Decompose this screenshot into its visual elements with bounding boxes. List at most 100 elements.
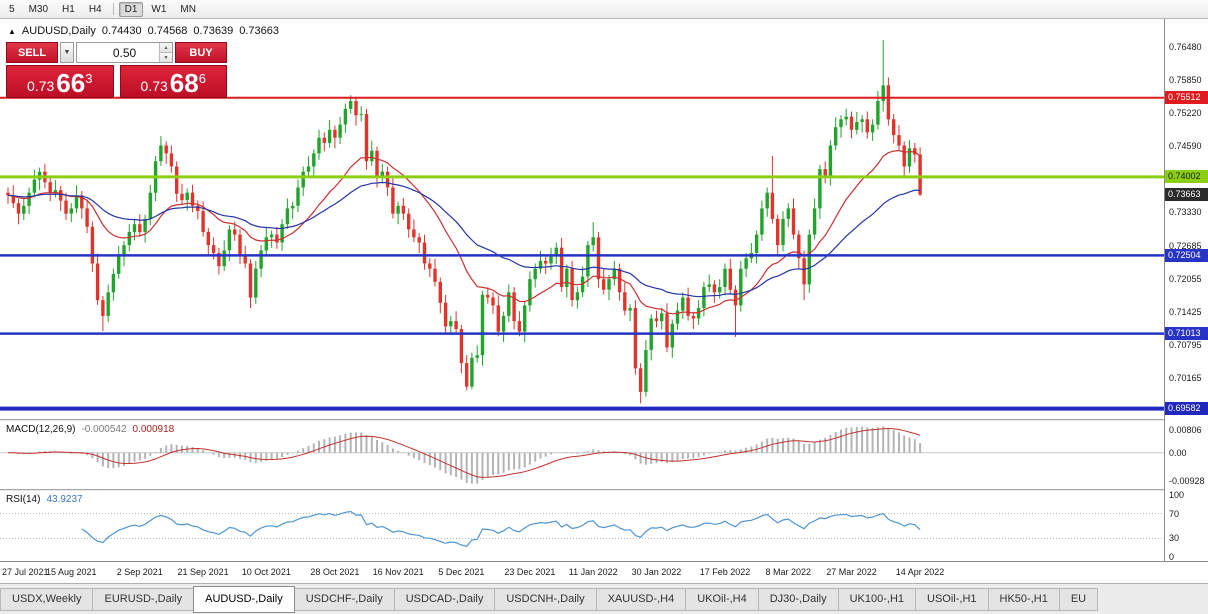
tab-dj30-daily[interactable]: DJ30-,Daily [757, 587, 839, 611]
date-label: 11 Jan 2022 [568, 567, 618, 577]
price-tick: 0.72685 [1169, 240, 1202, 251]
macd-main-value: -0.000542 [81, 424, 127, 435]
buy-button[interactable]: BUY [175, 42, 227, 63]
timeframe-toolbar: 5 M30 H1 H4 D1 W1 MN [0, 0, 1208, 19]
tab-usdcad-daily[interactable]: USDCAD-,Daily [393, 587, 496, 611]
rsi-label: RSI(14) 43.9237 [6, 494, 83, 505]
macd-indicator-panel [0, 426, 1164, 484]
macd-name: MACD(12,26,9) [6, 424, 76, 435]
macd-axis-top: 0.00806 [1169, 425, 1202, 435]
ask-price-prefix: 0.73 [140, 78, 168, 94]
date-label: 15 Aug 2021 [45, 567, 97, 577]
timeframe-d1[interactable]: D1 [118, 1, 144, 17]
rsi-tick: 70 [1169, 508, 1180, 519]
tab-audusd-daily[interactable]: AUDUSD-,Daily [193, 585, 295, 613]
ma-fast-line [7, 149, 921, 315]
open-value: 0.74430 [101, 25, 142, 37]
macd-signal-value: 0.000918 [132, 424, 175, 435]
timeframe-m30[interactable]: M30 [28, 3, 49, 15]
price-tick: 0.75850 [1169, 75, 1202, 86]
timeframe-w1[interactable]: W1 [151, 3, 167, 15]
tab-usoil-h1[interactable]: USOil-,H1 [915, 587, 989, 611]
one-click-trading-panel: SELL ▼ 0.50 ▲ ▼ BUY 0.73 66 3 [6, 42, 227, 98]
volume-stepper: ▲ ▼ [159, 43, 172, 62]
date-label: 8 Mar 2022 [765, 567, 812, 577]
level-price-label: 0.74002 [1165, 170, 1208, 184]
low-value: 0.73639 [193, 25, 234, 37]
bid-price-box[interactable]: 0.73 66 3 [6, 65, 114, 98]
ask-price-big: 68 [169, 68, 199, 98]
chevron-down-icon: ▼ [63, 49, 71, 56]
panel-splitter[interactable] [0, 489, 1208, 491]
ask-price-box[interactable]: 0.73 68 6 [119, 65, 227, 98]
date-label: 27 Mar 2022 [826, 567, 877, 577]
level-price-label: 0.69582 [1165, 402, 1208, 416]
level-price-label: 0.71013 [1165, 327, 1208, 341]
stepper-up-button[interactable]: ▲ [160, 43, 172, 52]
volume-input[interactable]: 0.50 ▲ ▼ [76, 42, 173, 63]
rsi-tick: 30 [1169, 533, 1180, 544]
tab-usdcnh-daily[interactable]: USDCNH-,Daily [494, 587, 597, 611]
date-label: 30 Jan 2022 [631, 567, 682, 577]
date-label: 5 Dec 2021 [438, 567, 485, 577]
date-label: 27 Jul 2021 [2, 567, 49, 577]
toolbar-separator [112, 3, 114, 15]
tab-hk50-h1[interactable]: HK50-,H1 [987, 587, 1060, 611]
timeframe-h4[interactable]: H4 [88, 3, 102, 15]
bid-price-big: 66 [56, 68, 86, 98]
rsi-line [81, 510, 921, 547]
price-tick: 0.72055 [1169, 273, 1202, 284]
tab-usdx-weekly[interactable]: USDX,Weekly [0, 587, 94, 611]
tab-xauusd-h4[interactable]: XAUUSD-,H4 [595, 587, 687, 611]
price-tick: 0.70165 [1169, 373, 1202, 383]
timeframe-mn[interactable]: MN [180, 3, 196, 15]
price-tick: 0.76480 [1169, 42, 1202, 52]
volume-value: 0.50 [112, 45, 137, 60]
symbol-period-label: AUDUSD,Daily [21, 25, 96, 37]
tab-eurusd-daily[interactable]: EURUSD-,Daily [92, 587, 195, 611]
ma-slow-line [7, 181, 921, 298]
close-value: 0.73663 [239, 25, 279, 37]
date-label: 2 Sep 2021 [116, 567, 163, 577]
date-label: 17 Feb 2022 [699, 567, 751, 577]
macd-axis-zero: 0.00 [1169, 447, 1187, 458]
stepper-down-button[interactable]: ▼ [160, 52, 172, 62]
price-tick: 0.74590 [1169, 141, 1202, 152]
high-value: 0.74568 [147, 25, 188, 37]
macd-label: MACD(12,26,9) -0.000542 0.000918 [6, 424, 174, 435]
date-label: 23 Dec 2021 [504, 567, 556, 577]
timeframe-h1[interactable]: H1 [62, 3, 75, 15]
date-label: 21 Sep 2021 [177, 567, 229, 577]
symbol-marker-icon: ▲ [8, 26, 16, 36]
tab-uk100-h1[interactable]: UK100-,H1 [837, 587, 917, 611]
rsi-indicator-panel [0, 510, 1164, 547]
timeframe-5[interactable]: 5 [9, 3, 15, 15]
bid-price-prefix: 0.73 [27, 78, 55, 94]
panel-splitter[interactable] [0, 419, 1208, 421]
macd-axis-bottom: -0.00928 [1169, 476, 1205, 486]
price-axis: 0.764800.758500.752200.745900.739600.733… [1164, 19, 1208, 562]
chart-ohlc-header: ▲ AUDUSD,Daily 0.74430 0.74568 0.73639 0… [8, 25, 279, 37]
tab-usdchf-daily[interactable]: USDCHF-,Daily [293, 587, 395, 611]
rsi-name: RSI(14) [6, 494, 41, 505]
date-label: 14 Apr 2022 [895, 567, 945, 577]
price-tick: 0.73330 [1169, 207, 1202, 218]
tab-ukoil-h4[interactable]: UKOil-,H4 [685, 587, 759, 611]
price-tick: 0.75220 [1169, 108, 1202, 119]
price-tick: 0.71425 [1169, 306, 1202, 317]
rsi-tick: 100 [1169, 490, 1185, 500]
level-price-label: 0.72504 [1165, 248, 1208, 262]
date-label: 28 Oct 2021 [310, 567, 360, 577]
order-options-dropdown[interactable]: ▼ [60, 42, 74, 63]
date-label: 10 Oct 2021 [241, 567, 291, 577]
chart-tabs: USDX,Weekly EURUSD-,Daily AUDUSD-,Daily USD… [0, 583, 1208, 614]
chart-window[interactable]: ▲ AUDUSD,Daily 0.74430 0.74568 0.73639 0… [0, 19, 1164, 419]
rsi-value: 43.9237 [46, 494, 83, 505]
macd-signal-line [7, 427, 921, 478]
level-price-label: 0.75512 [1165, 91, 1208, 105]
tab-eu[interactable]: EU [1058, 587, 1099, 611]
date-label: 16 Nov 2021 [372, 567, 424, 577]
sell-button[interactable]: SELL [6, 42, 58, 63]
rsi-tick: 0 [1169, 552, 1175, 562]
